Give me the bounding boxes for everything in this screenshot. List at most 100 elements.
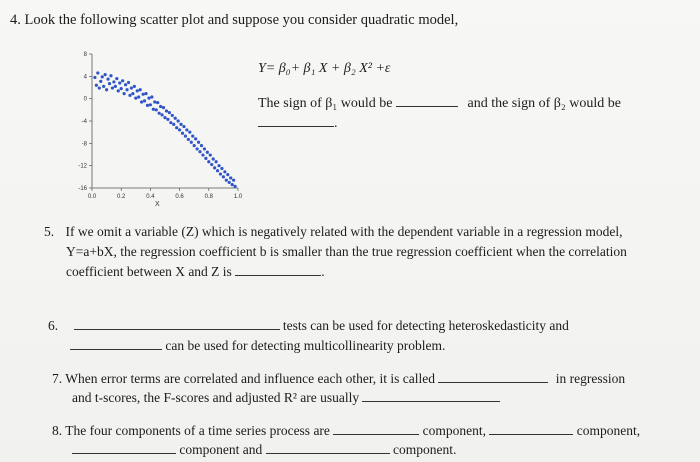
scatter-point [135, 89, 139, 93]
plot-points [93, 71, 237, 188]
scatter-point [227, 180, 231, 185]
q5-text-2: Y=a+bX, the regression coefficient b is … [66, 244, 627, 259]
y-tick-label: 4 [84, 74, 88, 80]
y-tick-label: 0 [84, 97, 88, 103]
q8-comp-1: component, [422, 423, 487, 438]
q6-line-2: can be used for detecting multicollinear… [70, 337, 445, 354]
q5-number: 5. [44, 224, 55, 239]
scatter-point [207, 160, 211, 164]
q8-blank-4[interactable] [265, 441, 390, 454]
scatter-point [232, 178, 236, 182]
scatter-point [221, 175, 225, 179]
scatter-point [140, 100, 144, 104]
scatter-point [151, 107, 155, 111]
scatter-point [137, 95, 141, 99]
q8-blank-1[interactable] [333, 422, 420, 435]
q5-line-3: coefficient between X and Z is . [66, 263, 325, 280]
q4-prompt: 4. Look the following scatter plot and s… [10, 12, 458, 29]
q6-blank-2[interactable] [70, 337, 162, 350]
scatter-point [125, 88, 129, 92]
scatter-point [145, 103, 150, 107]
scatter-point [138, 88, 142, 92]
q6-line-1: 6. tests can be used for detecting heter… [48, 317, 569, 334]
scatter-point [178, 128, 182, 132]
q5-text-3: coefficient between X and Z is [66, 264, 232, 279]
scatter-point [229, 176, 233, 180]
scatter-point [134, 96, 138, 100]
scatter-point [217, 164, 221, 168]
q8-comp-3: component and [179, 442, 263, 457]
scatter-point [102, 84, 106, 88]
scatter-plot: 0.0 0.2 0.4 0.6 0.8 1.0 8 4 0 -4 -8 -12 -16 X [78, 52, 243, 208]
scatter-point [156, 100, 160, 105]
q7-line-2: and t-scores, the F-scores and adjusted … [72, 389, 501, 406]
scatter-point [107, 81, 112, 86]
scatter-point [198, 150, 202, 154]
q8-line-1: 8. The four components of a time series … [52, 422, 640, 439]
q4-sign-end: . [334, 116, 338, 131]
scatter-point [122, 92, 126, 96]
scatter-point [128, 93, 132, 97]
scatter-point [201, 153, 205, 157]
scatter-point [223, 170, 227, 174]
x-axis-label: X [155, 201, 160, 208]
scatter-point [97, 86, 101, 90]
scatter-point [192, 143, 196, 148]
scatter-point [142, 99, 147, 103]
scatter-point [150, 95, 154, 99]
q8-blank-3[interactable] [72, 441, 176, 454]
scatter-point [119, 87, 123, 91]
y-tick-label: -8 [82, 141, 88, 147]
q7-text-1-end: in regression [555, 371, 626, 386]
q4-sign-line: The sign of β₁ would be and the sign of … [258, 94, 621, 112]
q4-sign-part2: and the sign of β₂ would be [467, 96, 622, 111]
q5-end: . [321, 264, 325, 279]
scatter-point [154, 108, 158, 112]
q5-blank[interactable] [235, 263, 322, 276]
scatter-point [109, 74, 113, 78]
scatter-point [115, 76, 119, 81]
scatter-point [116, 89, 120, 93]
x-tick-label: 1.0 [234, 194, 243, 200]
scatter-point [105, 88, 109, 92]
q4-model-equation: Y= β₀+ β₁ X + β₂ X² +ε [258, 61, 391, 76]
scatter-point [179, 122, 183, 126]
scatter-point [224, 178, 228, 182]
q4-beta2-blank[interactable] [258, 114, 334, 127]
q6-number: 6. [48, 318, 59, 333]
q5-line-1: 5. If we omit a variable (Z) which is ne… [44, 223, 623, 240]
scatter-point [189, 140, 193, 144]
q7-text-1: When error terms are correlated and infl… [65, 371, 436, 386]
q4-sign-part1: The sign of β₁ would be [258, 96, 393, 111]
scatter-point [208, 153, 212, 157]
scatter-point [199, 143, 204, 148]
scatter-point [175, 126, 179, 130]
q8-line-2: component and component. [72, 441, 456, 458]
scatter-point [213, 166, 217, 170]
scatter-point [185, 128, 189, 132]
scatter-point [106, 77, 110, 81]
scatter-point [195, 147, 199, 151]
q8-blank-2[interactable] [489, 422, 574, 435]
scatter-point [159, 104, 163, 109]
q6-blank-1[interactable] [73, 317, 280, 330]
scatter-point [188, 130, 192, 134]
q4-beta1-blank[interactable] [395, 94, 458, 107]
scatter-point [147, 96, 151, 100]
scatter-point [157, 111, 161, 115]
scatter-point [160, 113, 164, 117]
q7-blank-2[interactable] [362, 389, 501, 402]
scatter-point [94, 83, 98, 87]
scatter-point [167, 111, 171, 115]
scatter-point [214, 160, 218, 164]
scatter-point [132, 84, 136, 88]
scatter-point [163, 116, 167, 120]
scatter-point [129, 86, 134, 90]
scatter-point [204, 156, 208, 161]
q7-text-2: and t-scores, the F-scores and adjusted … [72, 390, 360, 405]
scatter-point [210, 162, 214, 167]
q8-comp-4: component. [392, 442, 457, 457]
scatter-point [211, 157, 215, 161]
scatter-point [173, 116, 177, 120]
q7-blank-1[interactable] [438, 370, 549, 383]
